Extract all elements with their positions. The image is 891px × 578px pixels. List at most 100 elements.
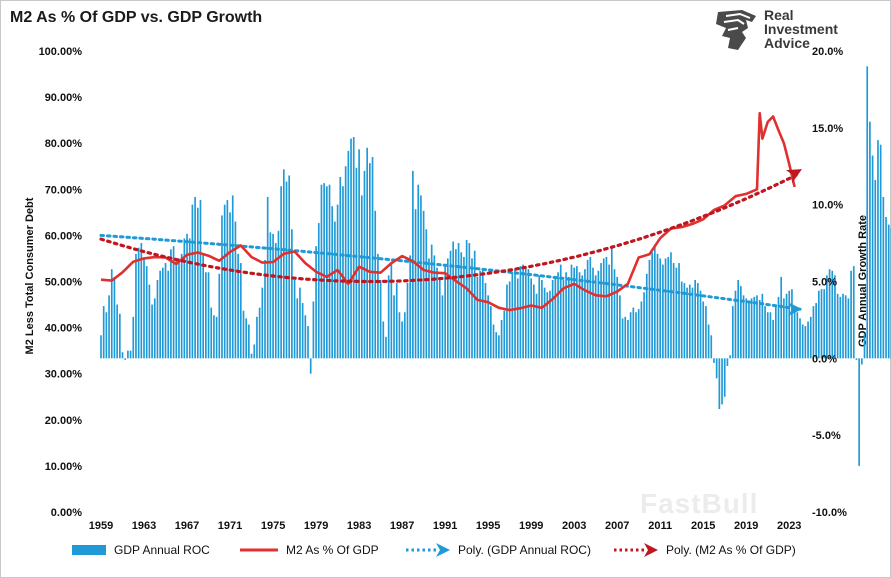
gdp-bar [358,149,360,359]
gdp-bar [788,290,791,359]
gdp-bar [683,283,686,359]
gdp-bar [288,175,291,359]
gdp-bar [369,163,371,359]
gdp-bar [584,269,586,359]
gdp-bar [828,269,831,359]
gdp-bar [748,303,750,359]
gdp-bar [686,287,688,359]
gdp-bar [352,137,355,359]
gdp-bar [817,290,820,359]
gdp-bar [237,253,239,359]
gdp-bar [793,307,796,359]
gdp-bar [844,295,847,359]
gdp-bar [662,264,664,359]
gdp-bar [382,321,385,359]
x-axis-tick-label: 1963 [132,520,156,532]
gdp-bar [102,306,105,359]
gdp-bar [471,258,473,359]
legend-item-gdp-bars: GDP Annual ROC [72,540,210,560]
gdp-bar [874,180,877,359]
gdp-bar [651,252,653,359]
gdp-bar [632,307,635,359]
gdp-bar [852,266,855,359]
gdp-bar [170,249,172,359]
gdp-bar [484,283,487,359]
line-series-group [99,111,802,317]
gdp-bar [885,216,887,359]
gdp-bar [199,200,202,359]
gdp-bar [688,284,691,359]
gdp-bar [124,358,127,360]
gdp-bar [737,279,739,359]
gdp-bar [105,312,108,359]
gdp-bar [194,196,196,359]
gdp-bar [274,243,277,359]
gdp-bar [578,272,581,359]
gdp-bar [312,301,315,359]
gdp-bar [360,195,363,359]
legend-item-m2-line: M2 As % Of GDP [240,540,379,560]
left-axis-tick-label: 60.00% [45,230,83,242]
gdp-bar [304,315,307,359]
gdp-bar [481,269,484,359]
gdp-bar [707,324,710,359]
gdp-bar [455,249,457,359]
gdp-bar [422,210,425,359]
gdp-bar [309,358,312,374]
gdp-bar [586,259,589,359]
gdp-bar [807,321,809,359]
x-axis-tick-label: 2003 [562,520,586,532]
gdp-bar [409,255,412,359]
gdp-bar [826,275,828,359]
gdp-bar [186,233,188,359]
gdp-bar [508,281,511,359]
gdp-bar [678,263,680,359]
legend-label: Poly. (M2 As % Of GDP) [666,543,796,557]
gdp-bar [559,264,562,359]
gdp-bar [403,312,406,359]
gdp-bar [315,246,317,359]
gdp-bar [446,258,449,359]
gdp-bar [420,195,422,359]
gdp-bar [699,290,702,359]
gdp-bar [463,256,465,359]
gdp-bar [801,324,804,359]
brand-line-3: Advice [764,35,810,51]
gdp-bar [441,295,444,359]
gdp-bar [799,318,801,359]
gdp-bar [395,283,398,359]
m2-pct-gdp-line [100,111,796,312]
gdp-bar [742,295,745,359]
gdp-bar [573,267,576,359]
lion-head-logo-icon [716,10,756,50]
gdp-bar [834,275,836,359]
gdp-bar [277,230,280,359]
legend-item-poly-m2: Poly. (M2 As % Of GDP) [614,540,796,560]
gdp-bars-group [100,66,891,466]
legend: GDP Annual ROC M2 As % Of GDP Poly. (GDP… [72,540,872,562]
gdp-bar [285,181,288,359]
gdp-bar [296,298,299,359]
gdp-bar [576,266,578,359]
gdp-bar [398,312,401,359]
legend-dotted-arrow-swatch [406,543,450,557]
gdp-bar [291,229,293,359]
left-axis-tick-label: 80.00% [45,138,83,150]
gdp-bar [221,215,223,359]
gdp-bar [543,287,546,359]
gdp-bar [108,295,110,359]
gdp-bar [589,256,592,359]
gdp-bar [766,312,769,359]
gdp-bar [691,287,694,359]
x-axis-tick-label: 2011 [648,520,672,532]
gdp-bar [339,177,342,359]
gdp-bar [110,269,113,359]
x-axis-tick-label: 1995 [476,520,500,532]
gdp-bar [387,275,390,359]
gdp-bar [745,298,748,359]
gdp-bar [188,238,191,359]
gdp-bar [261,287,264,359]
gdp-bar [861,358,863,365]
gdp-bar [492,324,495,359]
gdp-bar [785,293,788,359]
